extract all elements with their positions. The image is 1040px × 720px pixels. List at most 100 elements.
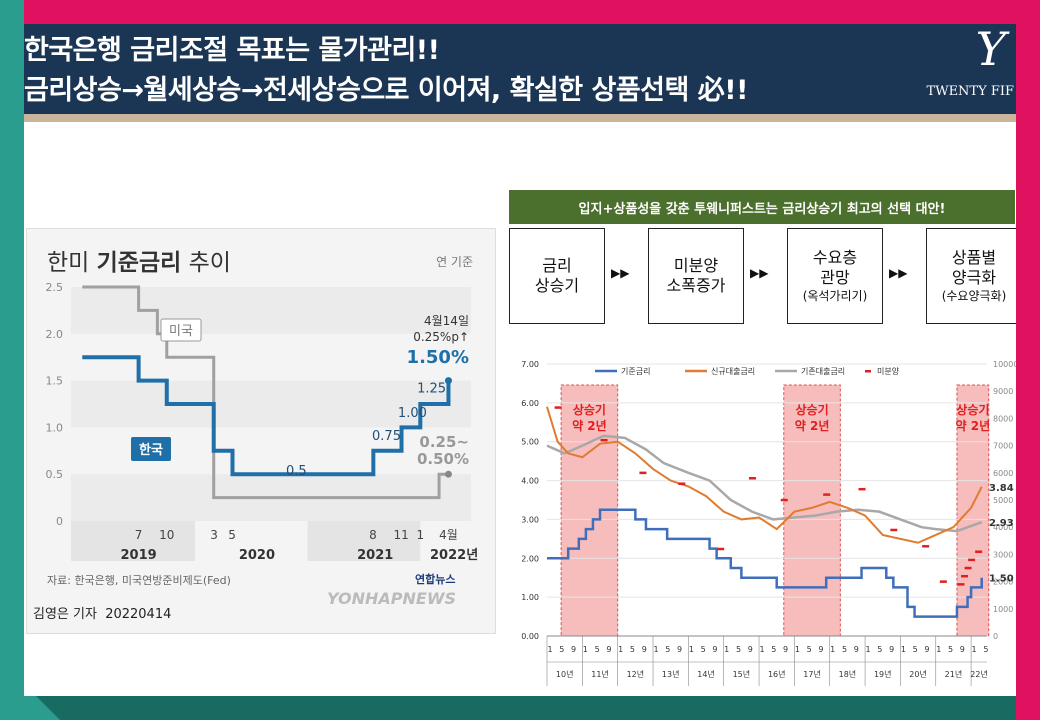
latest-date-label: 4월14일 — [424, 314, 469, 328]
x-month-label: 5 — [736, 645, 741, 654]
unsold-marker — [823, 493, 831, 496]
header-underline — [24, 114, 1016, 122]
x-month-label: 9 — [818, 645, 823, 654]
unsold-marker — [780, 498, 788, 502]
unsold-marker — [964, 566, 972, 570]
rising-period-label: 상승기 — [956, 402, 989, 417]
band — [71, 380, 471, 428]
x-month-label: 5 — [701, 645, 706, 654]
base-rate-line — [547, 508, 983, 618]
rising-period-duration: 약 2년 — [956, 418, 991, 433]
x-year-label: 20년 — [909, 669, 927, 679]
x-month-label: 1 — [936, 645, 941, 654]
x-month-label: 1 — [653, 645, 658, 654]
x-year-label: 16년 — [768, 669, 786, 679]
frame-top-border — [0, 0, 1040, 24]
rising-period-duration: 약 2년 — [795, 418, 830, 433]
band — [71, 287, 471, 334]
korea-rate-line — [82, 355, 451, 477]
rising-period-duration: 약 2년 — [572, 418, 607, 433]
x-month-label: 9 — [606, 645, 611, 654]
legend-swatch — [865, 370, 871, 373]
year-band — [307, 521, 421, 561]
us-latest-point — [444, 470, 452, 478]
headline-line-2: 금리상승→월세상승→전세상승으로 이어져, 확실한 상품선택 必!! — [24, 75, 748, 106]
x-year-label: 2021 — [357, 548, 393, 563]
x-year-label: 13년 — [662, 669, 680, 679]
flow-step-2: 미분양 소폭증가 — [648, 228, 744, 324]
brand-logo-mark: Y — [975, 22, 1006, 76]
y-tick-label: 6.00 — [521, 399, 539, 408]
x-month-label: 1 — [830, 645, 835, 654]
x-month-label: 9 — [889, 645, 894, 654]
flow-step-3: 수요층 관망 (옥석가리기) — [787, 228, 883, 324]
y2-tick-label: 4000 — [993, 523, 1013, 532]
rising-period-label: 상승기 — [573, 402, 606, 417]
reporter-credit: 김영은 기자 20220414 — [33, 607, 172, 622]
x-month-label: 1 — [724, 645, 729, 654]
y-tick-label: 4.00 — [521, 477, 539, 486]
unsold-marker — [890, 528, 898, 532]
x-month-label: 5 — [877, 645, 882, 654]
y2-tick-label: 8000 — [993, 414, 1013, 423]
promo-banner: 입지+상품성을 갖춘 투웨니퍼스트는 금리상승기 최고의 선택 대안! — [509, 190, 1015, 224]
x-month-label: 5 — [983, 645, 988, 654]
end-label-base: 1.50 — [989, 574, 1014, 585]
y2-tick-label: 5000 — [993, 496, 1013, 505]
unsold-marker — [717, 547, 725, 551]
flow-arrow-1: ▶▶ — [611, 266, 630, 280]
y-tick-label: 2.0 — [46, 328, 64, 341]
x-year-label: 2020 — [239, 548, 275, 563]
flow-arrow-2: ▶▶ — [750, 266, 769, 280]
y2-tick-label: 0 — [993, 632, 998, 641]
korea-level-label: 0.5 — [286, 464, 307, 479]
unsold-marker — [748, 477, 756, 480]
x-month-tick: 7 — [135, 528, 143, 542]
unsold-marker — [961, 574, 969, 578]
us-rate-line — [82, 285, 449, 500]
unsold-marker — [600, 438, 608, 442]
y-tick-label: 1.0 — [46, 421, 64, 434]
unsold-marker — [957, 583, 965, 586]
x-month-tick: 5 — [228, 528, 236, 542]
unsold-marker — [939, 580, 947, 583]
unsold-marker — [678, 482, 686, 485]
y2-tick-label: 6000 — [993, 469, 1013, 478]
y2-tick-label: 2000 — [993, 578, 1013, 587]
korea-level-label: 1.00 — [398, 406, 427, 421]
x-month-label: 1 — [618, 645, 623, 654]
korea-level-label: 1.25 — [417, 382, 446, 397]
header-banner: 한국은행 금리조절 목표는 물가관리!! 금리상승→월세상승→전세상승으로 이어… — [24, 24, 1016, 114]
x-month-label: 5 — [771, 645, 776, 654]
x-year-label: 10년 — [556, 669, 574, 679]
x-year-label: 2022년 — [430, 548, 478, 563]
x-month-tick: 4월 — [439, 528, 458, 542]
latest-change-label: 0.25%p↑ — [413, 330, 469, 344]
legend-label: 신규대출금리 — [711, 366, 755, 376]
korea-series-label: 한국 — [139, 442, 163, 458]
y-tick-label: 1.00 — [521, 593, 539, 602]
new-loan-rate-line — [546, 406, 983, 544]
end-label-new: 3.84 — [989, 483, 1014, 494]
chart-source: 자료: 한국은행, 미국연방준비제도(Fed) — [47, 574, 231, 587]
y-tick-label: 7.00 — [521, 360, 539, 369]
x-year-label: 15년 — [733, 669, 751, 679]
x-month-label: 1 — [795, 645, 800, 654]
flow-arrow-3: ▶▶ — [889, 266, 908, 280]
y2-tick-label: 1000 — [993, 605, 1013, 614]
x-month-label: 9 — [571, 645, 576, 654]
korea-latest-point — [444, 377, 452, 385]
x-month-label: 5 — [630, 645, 635, 654]
unsold-marker — [968, 558, 976, 562]
x-month-label: 9 — [642, 645, 647, 654]
x-month-tick: 11 — [394, 528, 409, 542]
us-label-box — [160, 318, 202, 342]
flow-step-1: 금리 상승기 — [509, 228, 605, 324]
us-series-label: 미국 — [169, 324, 193, 339]
x-month-label: 1 — [583, 645, 588, 654]
x-month-label: 5 — [665, 645, 670, 654]
unsold-marker — [922, 545, 930, 548]
x-month-label: 5 — [807, 645, 812, 654]
